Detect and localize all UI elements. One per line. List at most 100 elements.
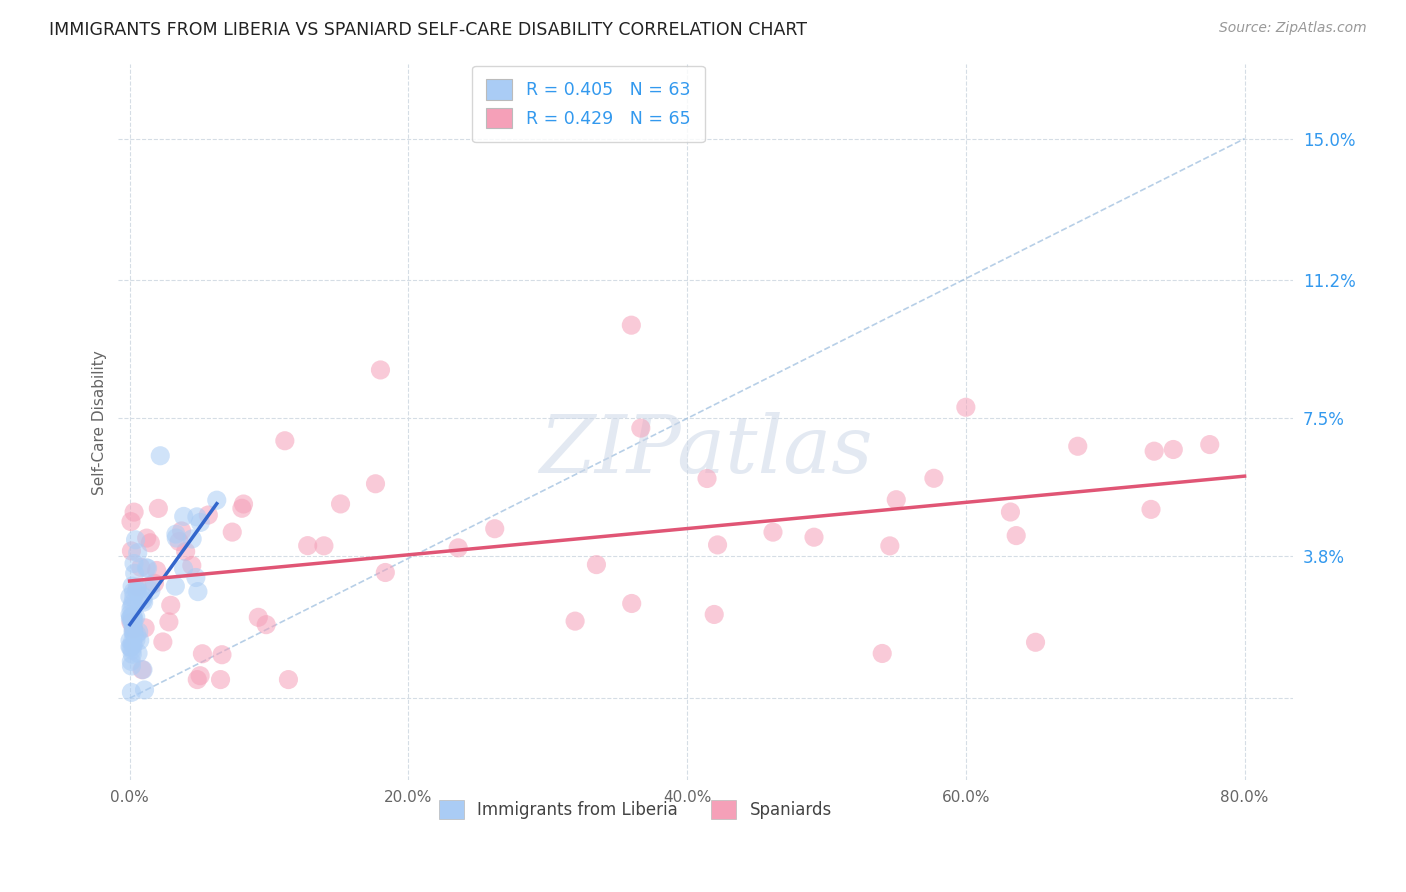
Point [484,522,506,536]
Point [120,544,142,558]
Point [122,621,145,635]
Point [136,561,159,575]
Point [121,634,143,648]
Point [118,590,141,604]
Point [364,476,387,491]
Point [122,626,145,640]
Point [121,579,143,593]
Point [131,663,153,677]
Point [127,646,149,660]
Point [124,626,146,640]
Point [125,583,148,598]
Point [173,561,195,575]
Point [630,421,652,435]
Point [232,497,254,511]
Point [221,525,243,540]
Point [122,613,145,627]
Point [922,471,945,485]
Point [124,533,146,547]
Point [122,505,145,519]
Point [955,401,977,415]
Point [247,610,270,624]
Point [121,659,143,673]
Point [1025,635,1047,649]
Point [374,566,396,580]
Point [125,632,148,647]
Point [135,531,157,545]
Point [186,509,208,524]
Point [122,610,145,624]
Point [118,633,141,648]
Point [803,530,825,544]
Point [127,580,149,594]
Point [188,669,211,683]
Point [312,539,335,553]
Point [370,363,392,377]
Point [120,610,142,624]
Point [1005,528,1028,542]
Point [121,616,143,631]
Point [122,638,145,652]
Point [127,546,149,560]
Point [145,564,167,578]
Point [1067,439,1090,453]
Point [139,583,162,598]
Point [135,561,157,575]
Point [211,648,233,662]
Point [125,610,148,624]
Point [121,613,143,627]
Point [620,597,643,611]
Point [174,544,197,558]
Point [120,685,142,699]
Point [120,601,142,615]
Point [159,599,181,613]
Point [132,663,155,677]
Point [127,583,149,598]
Point [139,535,162,549]
Point [167,534,190,549]
Point [125,627,148,641]
Point [120,515,142,529]
Point [173,509,195,524]
Point [209,673,232,687]
Point [297,539,319,553]
Point [329,497,352,511]
Point [1161,442,1184,457]
Point [122,591,145,605]
Point [165,531,187,545]
Point [180,558,202,573]
Point [1198,437,1220,451]
Point [134,621,156,635]
Point [139,578,162,592]
Point [564,614,586,628]
Point [122,608,145,623]
Point [118,640,141,654]
Point [165,579,187,593]
Point [124,566,146,581]
Text: Source: ZipAtlas.com: Source: ZipAtlas.com [1219,21,1367,36]
Point [120,640,142,655]
Point [205,493,228,508]
Point [447,541,470,555]
Point [762,525,785,540]
Point [132,593,155,607]
Point [121,599,143,613]
Point [157,615,180,629]
Point [120,612,142,626]
Point [128,624,150,639]
Point [231,501,253,516]
Point [128,633,150,648]
Point [118,607,141,622]
Point [122,584,145,599]
Point [120,615,142,629]
Point [122,624,145,639]
Point [181,532,204,546]
Point [121,596,143,610]
Point [132,590,155,604]
Legend: Immigrants from Liberia, Spaniards: Immigrants from Liberia, Spaniards [432,793,838,826]
Point [870,647,893,661]
Point [170,524,193,538]
Point [148,501,170,516]
Point [143,576,166,591]
Point [129,560,152,574]
